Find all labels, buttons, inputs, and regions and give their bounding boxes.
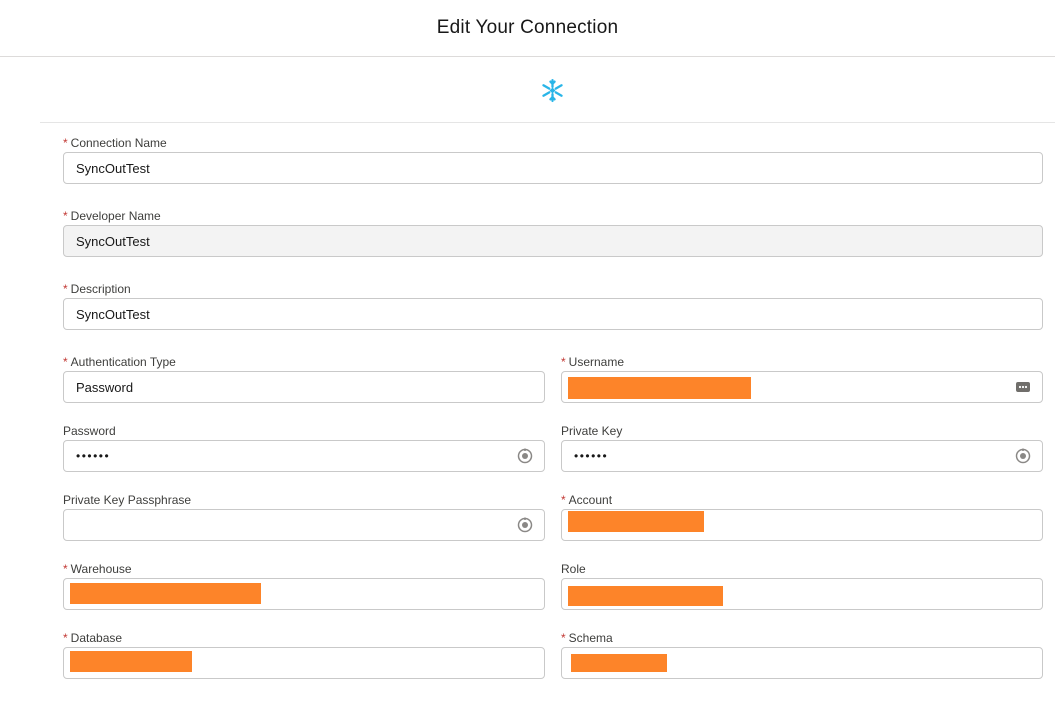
private-key-field: Private Key •••••• xyxy=(561,423,1043,472)
private-key-passphrase-field: Private Key Passphrase xyxy=(63,492,545,541)
connection-name-input[interactable]: SyncOutTest xyxy=(63,152,1043,184)
private-key-passphrase-label: Private Key Passphrase xyxy=(63,493,192,507)
description-field: * Description SyncOutTest xyxy=(63,281,1043,330)
redacted-value xyxy=(568,377,751,399)
developer-name-input: SyncOutTest xyxy=(63,225,1043,257)
required-indicator: * xyxy=(63,562,68,576)
redacted-value xyxy=(568,586,723,606)
header-divider xyxy=(40,122,1055,123)
password-label: Password xyxy=(63,424,116,438)
reveal-icon[interactable] xyxy=(516,516,534,534)
authentication-type-label: Authentication Type xyxy=(70,355,176,369)
role-label: Role xyxy=(561,562,586,576)
reveal-icon[interactable] xyxy=(516,447,534,465)
database-input[interactable] xyxy=(63,647,545,679)
connection-name-field: * Connection Name SyncOutTest xyxy=(63,135,1043,184)
modal-header: Edit Your Connection xyxy=(0,0,1055,57)
required-indicator: * xyxy=(63,209,68,223)
required-indicator: * xyxy=(63,282,68,296)
role-field: Role xyxy=(561,561,1043,610)
username-input[interactable] xyxy=(561,371,1043,403)
developer-name-field: * Developer Name SyncOutTest xyxy=(63,208,1043,257)
redacted-value xyxy=(70,583,261,604)
warehouse-input[interactable] xyxy=(63,578,545,610)
database-field: * Database xyxy=(63,630,545,679)
username-label: Username xyxy=(568,355,625,369)
required-indicator: * xyxy=(561,631,566,645)
required-indicator: * xyxy=(63,136,68,150)
autofill-icon[interactable] xyxy=(1014,378,1032,396)
schema-label: Schema xyxy=(568,631,613,645)
snowflake-icon xyxy=(542,78,563,103)
reveal-icon[interactable] xyxy=(1014,447,1032,465)
redacted-value xyxy=(568,511,704,532)
required-indicator: * xyxy=(561,355,566,369)
description-input[interactable]: SyncOutTest xyxy=(63,298,1043,330)
required-indicator: * xyxy=(561,493,566,507)
password-input[interactable]: •••••• xyxy=(63,440,545,472)
redacted-value xyxy=(571,654,667,672)
required-indicator: * xyxy=(63,355,68,369)
role-input[interactable] xyxy=(561,578,1043,610)
required-indicator: * xyxy=(63,631,68,645)
developer-name-label: Developer Name xyxy=(70,209,161,223)
username-field: * Username xyxy=(561,354,1043,403)
password-field: Password •••••• xyxy=(63,423,545,472)
private-key-input[interactable]: •••••• xyxy=(561,440,1043,472)
connection-name-label: Connection Name xyxy=(70,136,167,150)
schema-field: * Schema xyxy=(561,630,1043,679)
private-key-passphrase-input[interactable] xyxy=(63,509,545,541)
page-title: Edit Your Connection xyxy=(436,17,619,38)
account-input[interactable] xyxy=(561,509,1043,541)
database-label: Database xyxy=(70,631,123,645)
private-key-label: Private Key xyxy=(561,424,623,438)
redacted-value xyxy=(70,651,192,672)
authentication-type-input[interactable]: Password xyxy=(63,371,545,403)
description-label: Description xyxy=(70,282,131,296)
authentication-type-field: * Authentication Type Password xyxy=(63,354,545,403)
warehouse-label: Warehouse xyxy=(70,562,132,576)
schema-input[interactable] xyxy=(561,647,1043,679)
warehouse-field: * Warehouse xyxy=(63,561,545,610)
account-label: Account xyxy=(568,493,613,507)
account-field: * Account xyxy=(561,492,1043,541)
